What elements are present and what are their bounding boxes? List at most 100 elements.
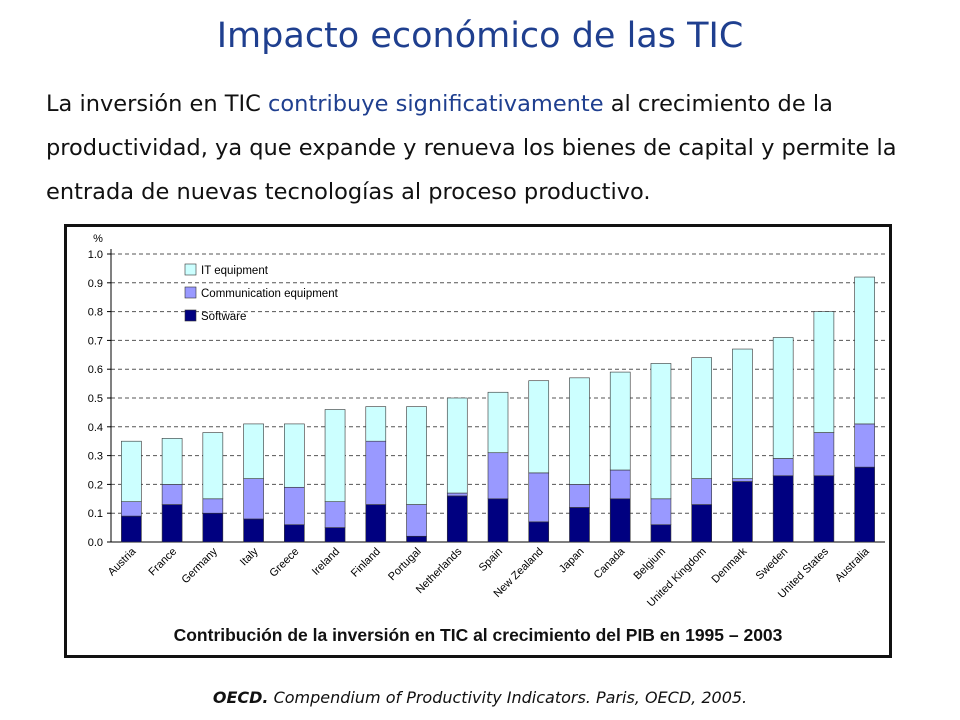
bar-segment xyxy=(813,311,835,433)
bar-segment xyxy=(202,498,224,514)
y-tick-label: 1.0 xyxy=(88,249,103,261)
bar-segment xyxy=(691,478,712,505)
bar-segment xyxy=(528,521,550,543)
bar-segment xyxy=(121,501,142,517)
bar-segment xyxy=(609,469,631,500)
x-tick-label: Japan xyxy=(557,546,587,576)
x-tick-label: France xyxy=(147,546,180,579)
bar-segment xyxy=(161,438,183,485)
slide-title: Impacto económico de las TIC xyxy=(216,16,744,56)
bar-segment xyxy=(284,524,305,543)
bar-segment xyxy=(487,391,509,454)
y-tick-label: 0.0 xyxy=(88,537,103,549)
bar-segment xyxy=(121,440,142,502)
bar-segment xyxy=(772,337,794,459)
x-tick-label: Austria xyxy=(106,545,139,578)
bar-segment xyxy=(324,527,346,543)
bar-segment xyxy=(528,380,550,474)
bar-segment xyxy=(406,535,427,543)
x-tick-label: Canada xyxy=(592,545,628,581)
y-tick-label: 0.4 xyxy=(88,422,103,434)
x-tick-label: Sweden xyxy=(754,546,791,583)
bar-segment xyxy=(691,504,712,543)
bar-segment xyxy=(609,498,631,543)
bar-segment xyxy=(732,481,753,543)
y-tick-label: 0.6 xyxy=(88,364,103,376)
bar-segment xyxy=(650,363,672,500)
y-tick-label: 0.3 xyxy=(88,451,103,463)
x-tick-label: Spain xyxy=(477,546,505,574)
bar-segment xyxy=(487,498,509,543)
bar-segment xyxy=(365,440,387,505)
legend-swatch xyxy=(184,286,197,299)
x-tick-label: Italy xyxy=(238,545,261,568)
y-tick-label: 0.5 xyxy=(88,393,103,405)
bar-segment xyxy=(284,423,305,488)
legend-label: IT equipment xyxy=(201,265,269,277)
bar-segment xyxy=(732,348,753,479)
y-tick-label: 0.7 xyxy=(88,335,103,347)
x-tick-label: Finland xyxy=(349,546,383,580)
bar-segment xyxy=(365,504,387,543)
y-axis-label: % xyxy=(93,233,103,245)
x-tick-label: Australia xyxy=(833,545,872,584)
paragraph-highlight: contribuye significativamente xyxy=(268,91,604,117)
bar-segment xyxy=(446,492,468,497)
bar-segment xyxy=(732,478,753,482)
bar-segment xyxy=(528,472,550,523)
bar-segment xyxy=(243,478,264,520)
x-tick-label: Denmark xyxy=(710,545,750,585)
bar-segment xyxy=(813,475,835,543)
source-text: Compendium of Productivity Indicators. P… xyxy=(268,688,748,707)
intro-paragraph: La inversión en TIC contribuye significa… xyxy=(46,82,926,214)
bar-segment xyxy=(569,484,590,508)
bar-segment xyxy=(569,377,590,485)
bar-segment xyxy=(854,466,875,543)
bar-segment xyxy=(813,432,835,477)
bar-segment xyxy=(854,423,875,468)
bar-segment xyxy=(406,504,427,537)
bar-segment xyxy=(161,504,183,543)
bar-segment xyxy=(691,357,712,479)
bar-segment xyxy=(243,518,264,543)
legend-label: Software xyxy=(201,311,246,323)
bar-segment xyxy=(446,397,468,494)
legend-label: Communication equipment xyxy=(201,288,339,300)
x-tick-label: Belgium xyxy=(631,546,668,583)
chart-frame: 0.0 0.1 0.2 0.3 0.4 0.5 0.6 0.7 0.8 0.9 1.0% Austri… xyxy=(64,224,892,658)
x-tick-label: Greece xyxy=(267,546,301,580)
y-tick-label: 0.2 xyxy=(88,479,103,491)
bar-segment xyxy=(772,458,794,477)
bar-segment xyxy=(446,495,468,543)
y-tick-label: 0.9 xyxy=(88,278,103,290)
x-tick-label: Portugal xyxy=(386,546,423,583)
bar-segment xyxy=(569,507,590,543)
bar-segment xyxy=(650,524,672,543)
source-citation: OECD. Compendium of Productivity Indicat… xyxy=(0,688,960,707)
bar-segment xyxy=(772,475,794,543)
bar-segment xyxy=(406,406,427,505)
chart-caption: Contribución de la inversión en TIC al c… xyxy=(173,625,783,645)
bar-segment xyxy=(365,406,387,442)
bar-segment xyxy=(854,276,875,425)
source-org: OECD. xyxy=(212,688,269,707)
stacked-bar-chart: 0.0 0.1 0.2 0.3 0.4 0.5 0.6 0.7 0.8 0.9 1.0% Austri… xyxy=(88,233,885,609)
legend-swatch xyxy=(184,309,197,322)
bar-segment xyxy=(202,432,224,500)
y-tick-label: 0.1 xyxy=(88,508,103,520)
x-tick-label: Germany xyxy=(179,545,220,586)
bar-segment xyxy=(609,371,631,471)
y-tick-label: 0.8 xyxy=(88,307,103,319)
bar-segment xyxy=(202,512,224,543)
bar-segment xyxy=(487,452,509,500)
bar-segment xyxy=(161,484,183,505)
legend-swatch xyxy=(184,263,197,276)
bar-segment xyxy=(121,515,142,543)
bar-segment xyxy=(324,501,346,528)
bar-segment xyxy=(243,423,264,479)
paragraph-text-before: La inversión en TIC xyxy=(46,91,269,117)
bar-segment xyxy=(284,486,305,526)
paragraph-text-after: al crecimiento de la productividad, ya q… xyxy=(46,91,897,205)
bar-segment xyxy=(650,498,672,526)
bar-segment xyxy=(324,409,346,502)
